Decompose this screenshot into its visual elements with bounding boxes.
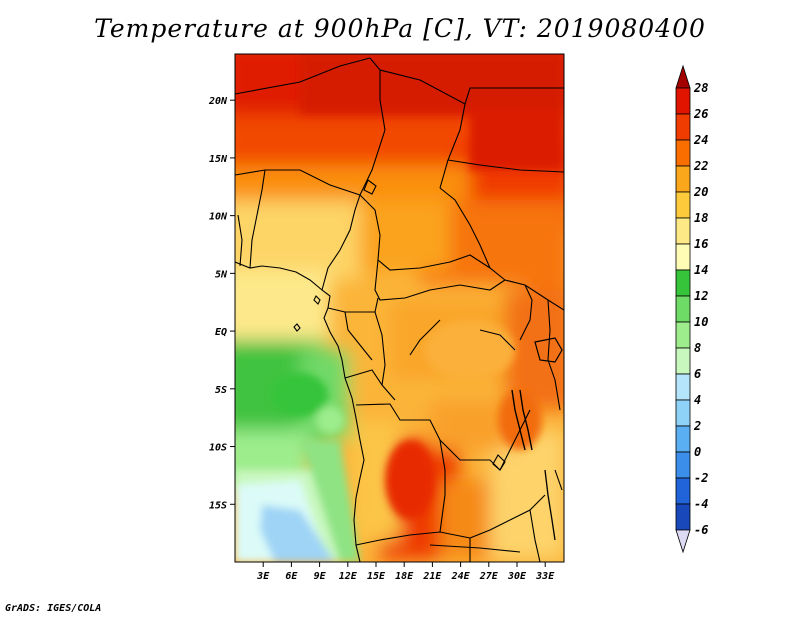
colorbar-swatch — [675, 191, 691, 219]
colorbar-level-label: 12 — [694, 289, 708, 303]
lat-tick-label: 15N — [209, 154, 228, 165]
colorbar-swatch — [675, 347, 691, 375]
colorbar-level-label: 20 — [693, 185, 708, 199]
lon-tick-label: 9E — [314, 571, 327, 582]
colorbar-swatch — [675, 321, 691, 349]
colorbar-swatch — [675, 373, 691, 401]
lat-tick-label: 10S — [209, 443, 227, 454]
colorbar-swatch — [675, 451, 691, 479]
lat-tick-label: 20N — [208, 96, 228, 107]
colorbar-swatch — [675, 399, 691, 427]
colorbar-level-label: 28 — [693, 81, 708, 95]
temperature-field — [235, 54, 564, 562]
map-frame — [234, 53, 565, 563]
colorbar-swatch — [675, 269, 691, 297]
colorbar-level-label: 14 — [694, 263, 708, 277]
lon-tick-label: 30E — [507, 571, 527, 582]
lon-tick-label: 27E — [479, 571, 499, 582]
lat-tick-label: 5S — [215, 385, 227, 396]
colorbar-swatch — [675, 295, 691, 323]
colorbar-level-label: 8 — [694, 341, 701, 355]
colorbar-level-label: 10 — [694, 315, 708, 329]
country-borders — [235, 57, 564, 562]
colorbar-swatch — [675, 165, 691, 193]
longitude-axis: 3E 6E 9E 12E 15E 18E 21E 24E 27E 30E 33E — [256, 562, 555, 582]
colorbar-level-label: 26 — [693, 107, 708, 121]
lon-tick-label: 6E — [285, 571, 298, 582]
lat-tick-label: 15S — [209, 500, 227, 511]
colorbar-underflow-triangle — [675, 529, 691, 554]
lon-tick-label: 24E — [451, 571, 471, 582]
colorbar-swatch — [675, 425, 691, 453]
lat-tick-label: 5N — [215, 269, 228, 280]
lon-tick-label: 15E — [367, 571, 386, 582]
colorbar-swatch — [675, 503, 691, 531]
lon-tick-label: 3E — [256, 571, 270, 582]
colorbar-level-label: 24 — [693, 133, 708, 147]
lon-tick-label: 12E — [339, 571, 358, 582]
chart-title: Temperature at 900hPa [C], VT: 201908040… — [94, 14, 706, 43]
colorbar-swatch — [675, 217, 691, 245]
colorbar-level-label: 4 — [694, 393, 701, 407]
colorbar-overflow-triangle — [675, 64, 691, 89]
colorbar-swatch — [675, 477, 691, 505]
grads-credit: GrADS: IGES/COLA — [5, 603, 102, 614]
colorbar-swatch — [675, 243, 691, 271]
latitude-axis: 20N 15N 10N 5N EQ 5S 10S 15S — [208, 96, 235, 511]
colorbar-level-label: -2 — [694, 471, 708, 485]
colorbar-level-label: -4 — [694, 497, 708, 511]
colorbar-level-label: 0 — [694, 445, 701, 459]
colorbar-swatch — [675, 87, 691, 115]
colorbar-swatch — [675, 113, 691, 141]
colorbar-level-label: 22 — [693, 159, 708, 173]
colorbar-swatch — [675, 139, 691, 167]
colorbar-level-label: 6 — [694, 367, 701, 381]
colorbar-level-label: 16 — [694, 237, 708, 251]
lon-tick-label: 33E — [535, 571, 555, 582]
lon-tick-label: 18E — [395, 571, 414, 582]
lat-tick-label: 10N — [209, 212, 228, 223]
colorbar-level-label: -6 — [694, 523, 708, 537]
lat-tick-label: EQ — [215, 327, 227, 338]
lon-tick-label: 21E — [422, 571, 442, 582]
colorbar-level-label: 18 — [694, 211, 708, 225]
colorbar-level-label: 2 — [693, 419, 701, 433]
